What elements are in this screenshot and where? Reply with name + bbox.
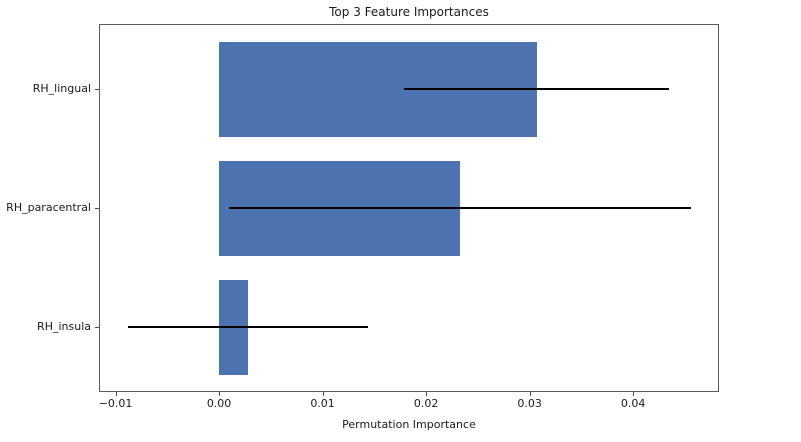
x-tick xyxy=(322,392,324,396)
x-tick xyxy=(219,392,221,396)
x-tick xyxy=(426,392,428,396)
x-tick-label: 0.00 xyxy=(206,397,232,410)
y-tick xyxy=(95,327,99,328)
x-tick xyxy=(115,392,117,396)
error-bar xyxy=(404,88,670,90)
error-bar xyxy=(127,326,369,328)
y-tick xyxy=(95,208,99,209)
x-tick-label: −0.01 xyxy=(98,397,133,410)
y-tick-label: RH_paracentral xyxy=(6,201,91,214)
x-axis-label: Permutation Importance xyxy=(342,418,476,431)
x-tick-label: 0.04 xyxy=(620,397,646,410)
x-tick xyxy=(633,392,635,396)
x-tick-label: 0.03 xyxy=(517,397,542,410)
x-tick-label: 0.02 xyxy=(413,397,439,410)
y-tick-label: RH_lingual xyxy=(32,82,91,95)
y-tick xyxy=(95,89,99,90)
y-tick-label: RH_insula xyxy=(37,320,91,333)
error-bar xyxy=(229,207,692,209)
x-tick-label: 0.01 xyxy=(310,397,335,410)
chart-title: Top 3 Feature Importances xyxy=(329,5,489,19)
x-tick xyxy=(529,392,531,396)
